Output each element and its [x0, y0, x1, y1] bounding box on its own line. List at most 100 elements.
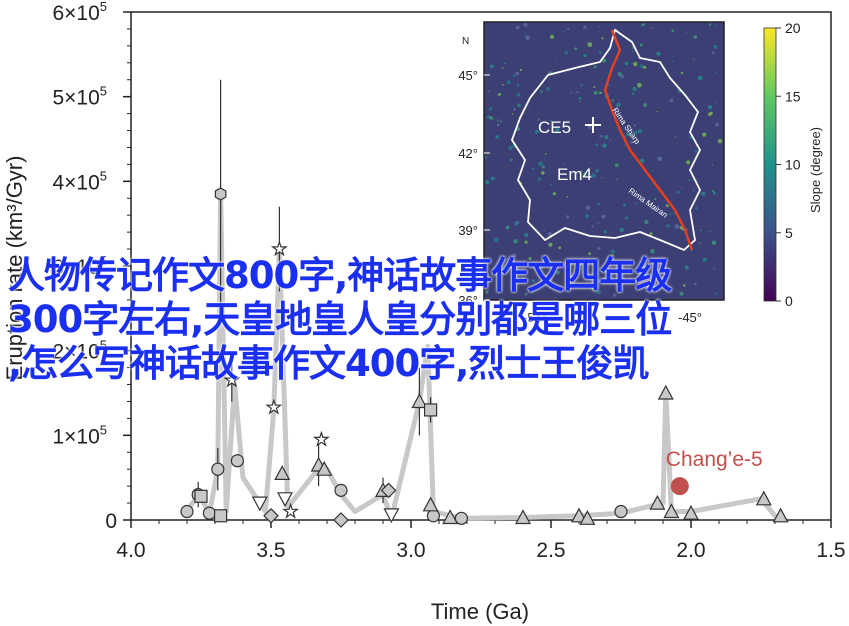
slope-speckle [586, 41, 589, 44]
slope-speckle [604, 135, 609, 140]
em4-label: Em4 [557, 165, 592, 184]
slope-speckle [501, 83, 504, 86]
overlay-text-line-1: 人物传记作文800字,神话故事作文四年级 [8, 254, 672, 297]
slope-speckle [488, 90, 491, 92]
slope-speckle [669, 212, 672, 215]
slope-speckle [597, 221, 600, 224]
slope-speckle [545, 153, 547, 155]
slope-speckle [639, 64, 644, 68]
slope-speckle [671, 60, 674, 63]
slope-speckle [649, 232, 653, 236]
slope-speckle [598, 137, 600, 139]
slope-speckle [711, 164, 714, 166]
y-tick-label: 5×105 [52, 84, 107, 110]
data-point-diamond [333, 512, 349, 528]
slope-speckle [588, 252, 591, 256]
slope-speckle [505, 225, 510, 230]
slope-speckle [712, 191, 716, 195]
slope-speckle [593, 65, 597, 69]
slope-speckle [524, 292, 528, 296]
slope-speckle [600, 176, 603, 179]
slope-speckle [554, 297, 557, 299]
slope-speckle [622, 203, 626, 207]
colorbar-label: Slope (degree) [808, 127, 823, 213]
slope-speckle [639, 25, 642, 27]
slope-speckle [540, 264, 544, 268]
slope-speckle [644, 277, 647, 280]
slope-speckle [643, 65, 647, 69]
slope-speckle [512, 107, 516, 111]
y-tick-label: 0 [105, 510, 117, 533]
slope-speckle [616, 102, 621, 107]
slope-speckle [489, 116, 492, 118]
slope-speckle [633, 61, 638, 67]
slope-speckle [550, 119, 553, 122]
slope-speckle [484, 156, 488, 159]
slope-speckle [656, 51, 661, 56]
data-point-triangle-up [579, 510, 596, 525]
slope-speckle [707, 112, 712, 117]
slope-speckle [693, 58, 695, 61]
slope-speckle [538, 161, 543, 167]
slope-speckle [538, 281, 541, 285]
slope-speckle [641, 23, 645, 27]
slope-speckle [525, 35, 530, 40]
slope-speckle [550, 34, 554, 39]
slope-speckle [671, 29, 675, 33]
slope-speckle [681, 187, 683, 190]
slope-speckle [632, 86, 637, 91]
slope-speckle [516, 83, 520, 87]
slope-speckle [640, 262, 643, 265]
slope-speckle [592, 276, 597, 281]
data-point-circle [454, 511, 468, 525]
slope-speckle [595, 143, 598, 147]
slope-speckle [603, 230, 607, 234]
change5-label: Chang’e-5 [666, 448, 763, 471]
slope-speckle [583, 25, 587, 29]
slope-speckle [602, 143, 607, 148]
slope-speckle [715, 292, 718, 295]
data-point-star [312, 430, 330, 447]
slope-speckle [665, 204, 669, 208]
slope-speckle [616, 178, 619, 181]
slope-speckle [654, 198, 657, 201]
slope-speckle [532, 167, 535, 170]
slope-speckle [639, 43, 643, 47]
colorbar-tick-label: 15 [785, 88, 801, 104]
slope-speckle [611, 99, 614, 102]
slope-speckle [509, 158, 513, 162]
slope-speckle [608, 84, 610, 86]
data-point-triangle-up [657, 384, 674, 400]
slope-speckle [669, 98, 674, 103]
slope-speckle [554, 57, 556, 59]
slope-speckle [543, 155, 546, 157]
change5-annotation: Chang’e-5 [666, 448, 763, 496]
slope-speckle [637, 82, 642, 88]
slope-speckle [503, 264, 505, 267]
data-point-triangle-up [514, 509, 532, 525]
slope-speckle [497, 92, 501, 96]
slope-speckle [640, 158, 645, 163]
slope-speckle [601, 58, 607, 63]
data-point-diamond [380, 482, 397, 499]
slope-speckle [643, 103, 648, 108]
lat-tick-label: 45° [458, 68, 478, 83]
y-tick-label: 3×105 [52, 253, 107, 279]
slope-speckle [525, 33, 527, 35]
slope-speckle [573, 274, 578, 279]
inset-slope-map: CE5 Em4 Rima Sharp Rima Mairan N 45°42°3… [458, 20, 823, 325]
data-point-diamond [263, 507, 279, 524]
slope-speckle [597, 202, 600, 206]
slope-speckle [716, 150, 719, 152]
data-point-star [223, 371, 241, 388]
slope-speckle [493, 237, 499, 243]
data-point-triangle-up [570, 507, 588, 523]
lat-tick-label: 36° [458, 293, 478, 308]
slope-speckle [685, 31, 688, 34]
slope-speckle [674, 224, 680, 229]
slope-speckle [541, 165, 545, 169]
slope-speckle [673, 212, 675, 215]
slope-speckle [624, 61, 629, 66]
data-point-star [282, 502, 300, 519]
